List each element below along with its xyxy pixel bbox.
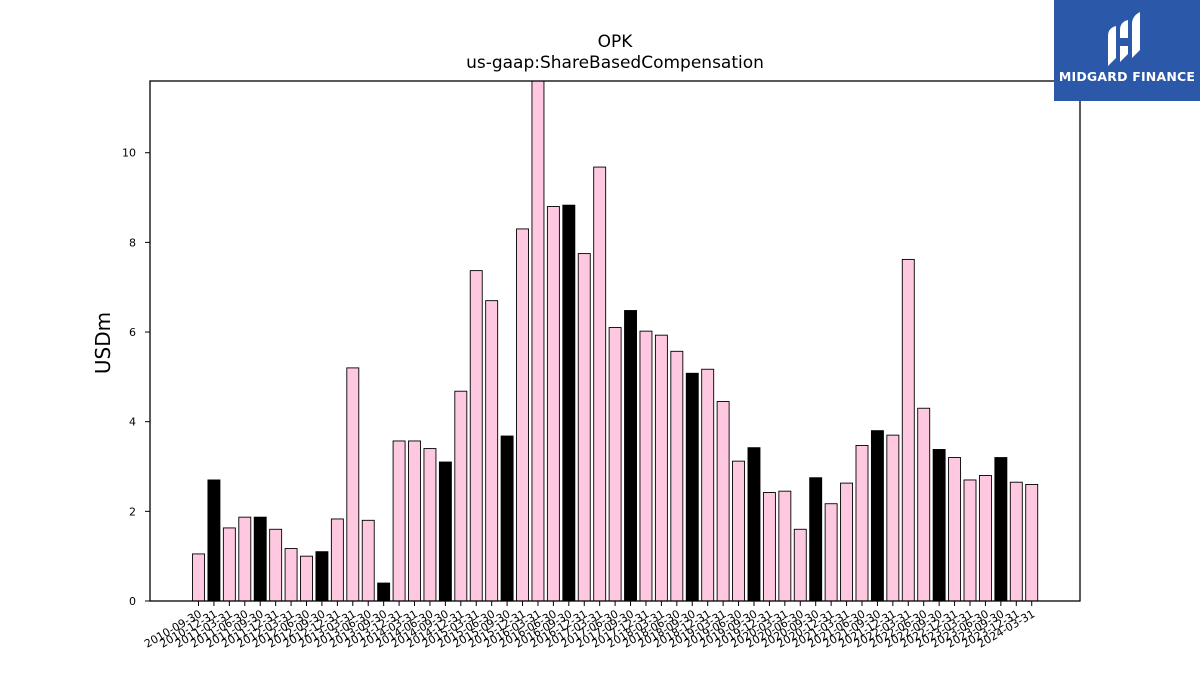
bar xyxy=(593,166,607,602)
bar xyxy=(732,460,745,602)
bar xyxy=(377,582,391,602)
bar xyxy=(562,204,576,602)
bar xyxy=(577,253,591,602)
bar xyxy=(824,503,838,602)
bar xyxy=(608,327,622,602)
chart-subtitle: us-gaap:ShareBasedCompensation xyxy=(466,53,764,73)
bar xyxy=(978,475,992,602)
logo-text: MIDGARD FINANCE xyxy=(1058,69,1196,84)
bar xyxy=(747,447,761,602)
bar xyxy=(840,482,854,602)
bar xyxy=(284,548,298,602)
logo-mark-icon xyxy=(1108,12,1140,66)
bar xyxy=(330,518,344,602)
midgard-finance-logo: MIDGARD FINANCE xyxy=(1054,0,1200,101)
bar xyxy=(531,80,545,602)
bar xyxy=(917,407,931,602)
bar xyxy=(454,390,468,602)
bar xyxy=(269,528,283,602)
bar xyxy=(253,516,267,602)
bar xyxy=(408,440,421,602)
bar xyxy=(778,490,792,602)
bar xyxy=(207,479,221,602)
bar xyxy=(762,492,776,602)
chart-title: OPK xyxy=(597,32,633,52)
bar xyxy=(670,350,684,602)
bar xyxy=(624,310,637,602)
y-tick-label: 6 xyxy=(129,326,136,339)
bar xyxy=(963,479,977,602)
bar xyxy=(485,300,499,602)
bar xyxy=(438,461,452,602)
bar xyxy=(238,516,252,602)
bar xyxy=(855,444,869,602)
bar xyxy=(346,367,360,602)
bar xyxy=(392,440,406,602)
y-tick-label: 8 xyxy=(129,236,136,249)
bar xyxy=(1009,481,1023,602)
bar xyxy=(1025,483,1039,602)
y-tick-label: 2 xyxy=(129,505,136,518)
bar xyxy=(192,553,205,602)
bar xyxy=(685,372,699,602)
bar xyxy=(901,258,915,602)
bar xyxy=(716,401,730,602)
bar xyxy=(886,434,900,602)
bar xyxy=(222,527,236,602)
bar xyxy=(701,368,715,602)
y-axis-label: USDm xyxy=(91,312,115,374)
bar xyxy=(300,555,313,602)
bar xyxy=(994,457,1008,602)
bar xyxy=(469,270,483,602)
bar xyxy=(654,334,668,602)
y-tick-label: 0 xyxy=(129,595,136,608)
bar xyxy=(516,228,529,602)
bar xyxy=(639,330,653,602)
bar xyxy=(793,528,807,602)
bar xyxy=(948,457,962,602)
bar xyxy=(423,448,437,602)
bar xyxy=(809,477,823,602)
bar xyxy=(932,449,946,602)
y-tick-label: 10 xyxy=(122,147,136,160)
bar xyxy=(361,519,375,602)
y-tick-label: 4 xyxy=(129,416,136,429)
bar xyxy=(870,430,884,602)
bar xyxy=(315,551,329,602)
bar xyxy=(500,435,514,602)
bar xyxy=(546,206,560,602)
